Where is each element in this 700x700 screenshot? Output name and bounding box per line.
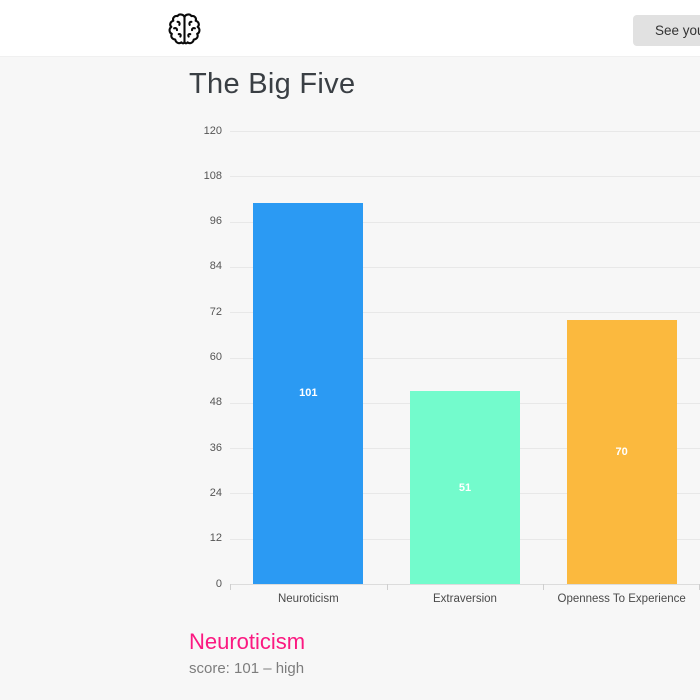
- brain-icon[interactable]: [166, 9, 203, 50]
- x-axis-tick: [230, 584, 231, 590]
- y-axis-tick-label: 108: [203, 169, 222, 182]
- top-nav: See you: [0, 0, 700, 57]
- see-results-button[interactable]: See you: [633, 15, 700, 46]
- bar-openness-to-experience[interactable]: 70: [566, 319, 677, 584]
- bar-extraversion[interactable]: 51: [410, 391, 520, 584]
- gridline: [230, 176, 700, 178]
- big-five-bar-chart: 0 12 24 36 48 60 72 84 96 108 120 101 Neuroticism 51 E…: [0, 115, 700, 625]
- x-axis-tick: [543, 584, 545, 590]
- y-axis-tick-label: 12: [209, 532, 222, 545]
- bar-value-label: 101: [299, 387, 318, 400]
- y-axis-tick-label: 36: [209, 441, 222, 454]
- x-axis-category-label: Extraversion: [433, 593, 497, 605]
- y-axis-tick-label: 120: [203, 124, 222, 137]
- trait-heading[interactable]: Neuroticism: [189, 629, 306, 654]
- y-axis-tick-label: 24: [209, 486, 222, 499]
- y-axis-tick-label: 72: [209, 305, 222, 318]
- gridline: [230, 131, 700, 132]
- gridline: [230, 357, 700, 359]
- gridline: [230, 266, 700, 268]
- x-axis-category-label: Neuroticism: [277, 593, 339, 605]
- bar-value-label: 70: [615, 445, 628, 458]
- gridline: [230, 312, 700, 314]
- page-title: The Big Five: [189, 68, 356, 100]
- x-axis-line: [230, 584, 700, 585]
- gridline: [230, 221, 700, 223]
- trait-score: score: 101 – high: [189, 660, 305, 677]
- y-axis-tick-label: 48: [209, 396, 222, 409]
- y-axis-tick-label: 0: [215, 577, 222, 590]
- x-axis-category-label: Openness To Experience: [557, 593, 686, 605]
- y-axis-tick-label: 60: [209, 351, 222, 363]
- bar-value-label: 51: [458, 481, 472, 494]
- y-axis-tick-label: 96: [209, 215, 222, 228]
- y-axis-tick-label: 84: [209, 260, 222, 273]
- bar-neuroticism[interactable]: 101: [253, 202, 364, 584]
- x-axis-tick: [386, 584, 388, 590]
